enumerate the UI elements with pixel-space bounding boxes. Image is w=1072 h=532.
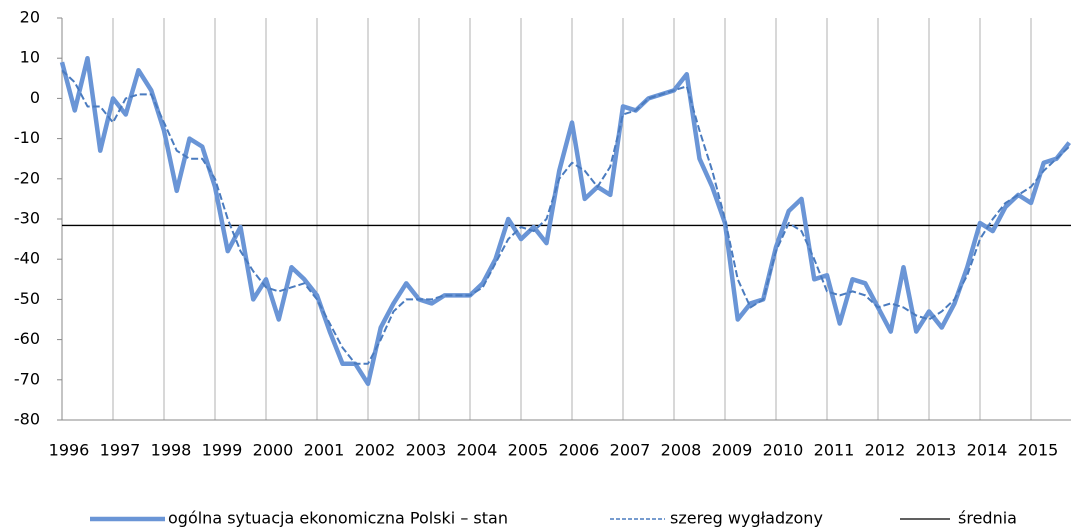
x-tick-label: 1997	[100, 441, 141, 460]
x-tick-label: 2007	[610, 441, 651, 460]
y-tick-label: -50	[14, 289, 40, 308]
legend-label: średnia	[958, 509, 1017, 528]
x-tick-label: 2013	[916, 441, 957, 460]
y-tick-label: -20	[14, 168, 40, 187]
x-tick-label: 2006	[559, 441, 600, 460]
x-tick-label: 2015	[1018, 441, 1059, 460]
legend-label: ogólna sytuacja ekonomiczna Polski – sta…	[168, 509, 508, 528]
y-tick-label: -70	[14, 369, 40, 388]
y-tick-label: -30	[14, 209, 40, 228]
y-tick-label: 0	[30, 88, 40, 107]
x-tick-label: 2009	[712, 441, 753, 460]
x-tick-label: 2005	[508, 441, 549, 460]
legend-label: szereg wygładzony	[670, 509, 823, 528]
y-tick-label: 10	[20, 48, 40, 67]
x-tick-label: 2001	[304, 441, 345, 460]
y-tick-label: -10	[14, 128, 40, 147]
x-tick-label: 2012	[865, 441, 906, 460]
x-tick-label: 1996	[49, 441, 90, 460]
x-tick-label: 2010	[763, 441, 804, 460]
x-tick-label: 2003	[406, 441, 447, 460]
y-tick-label: -60	[14, 329, 40, 348]
x-tick-label: 2008	[661, 441, 702, 460]
y-tick-label: -80	[14, 410, 40, 429]
x-tick-label: 1998	[151, 441, 192, 460]
x-tick-label: 2002	[355, 441, 396, 460]
y-tick-label: -40	[14, 249, 40, 268]
x-tick-label: 2014	[967, 441, 1008, 460]
x-tick-label: 1999	[202, 441, 243, 460]
series-line	[61, 69, 1070, 365]
x-tick-label: 2011	[814, 441, 855, 460]
y-tick-label: 20	[20, 8, 40, 27]
series-line	[59, 55, 1072, 387]
x-tick-label: 2000	[253, 441, 294, 460]
x-tick-label: 2004	[457, 441, 498, 460]
